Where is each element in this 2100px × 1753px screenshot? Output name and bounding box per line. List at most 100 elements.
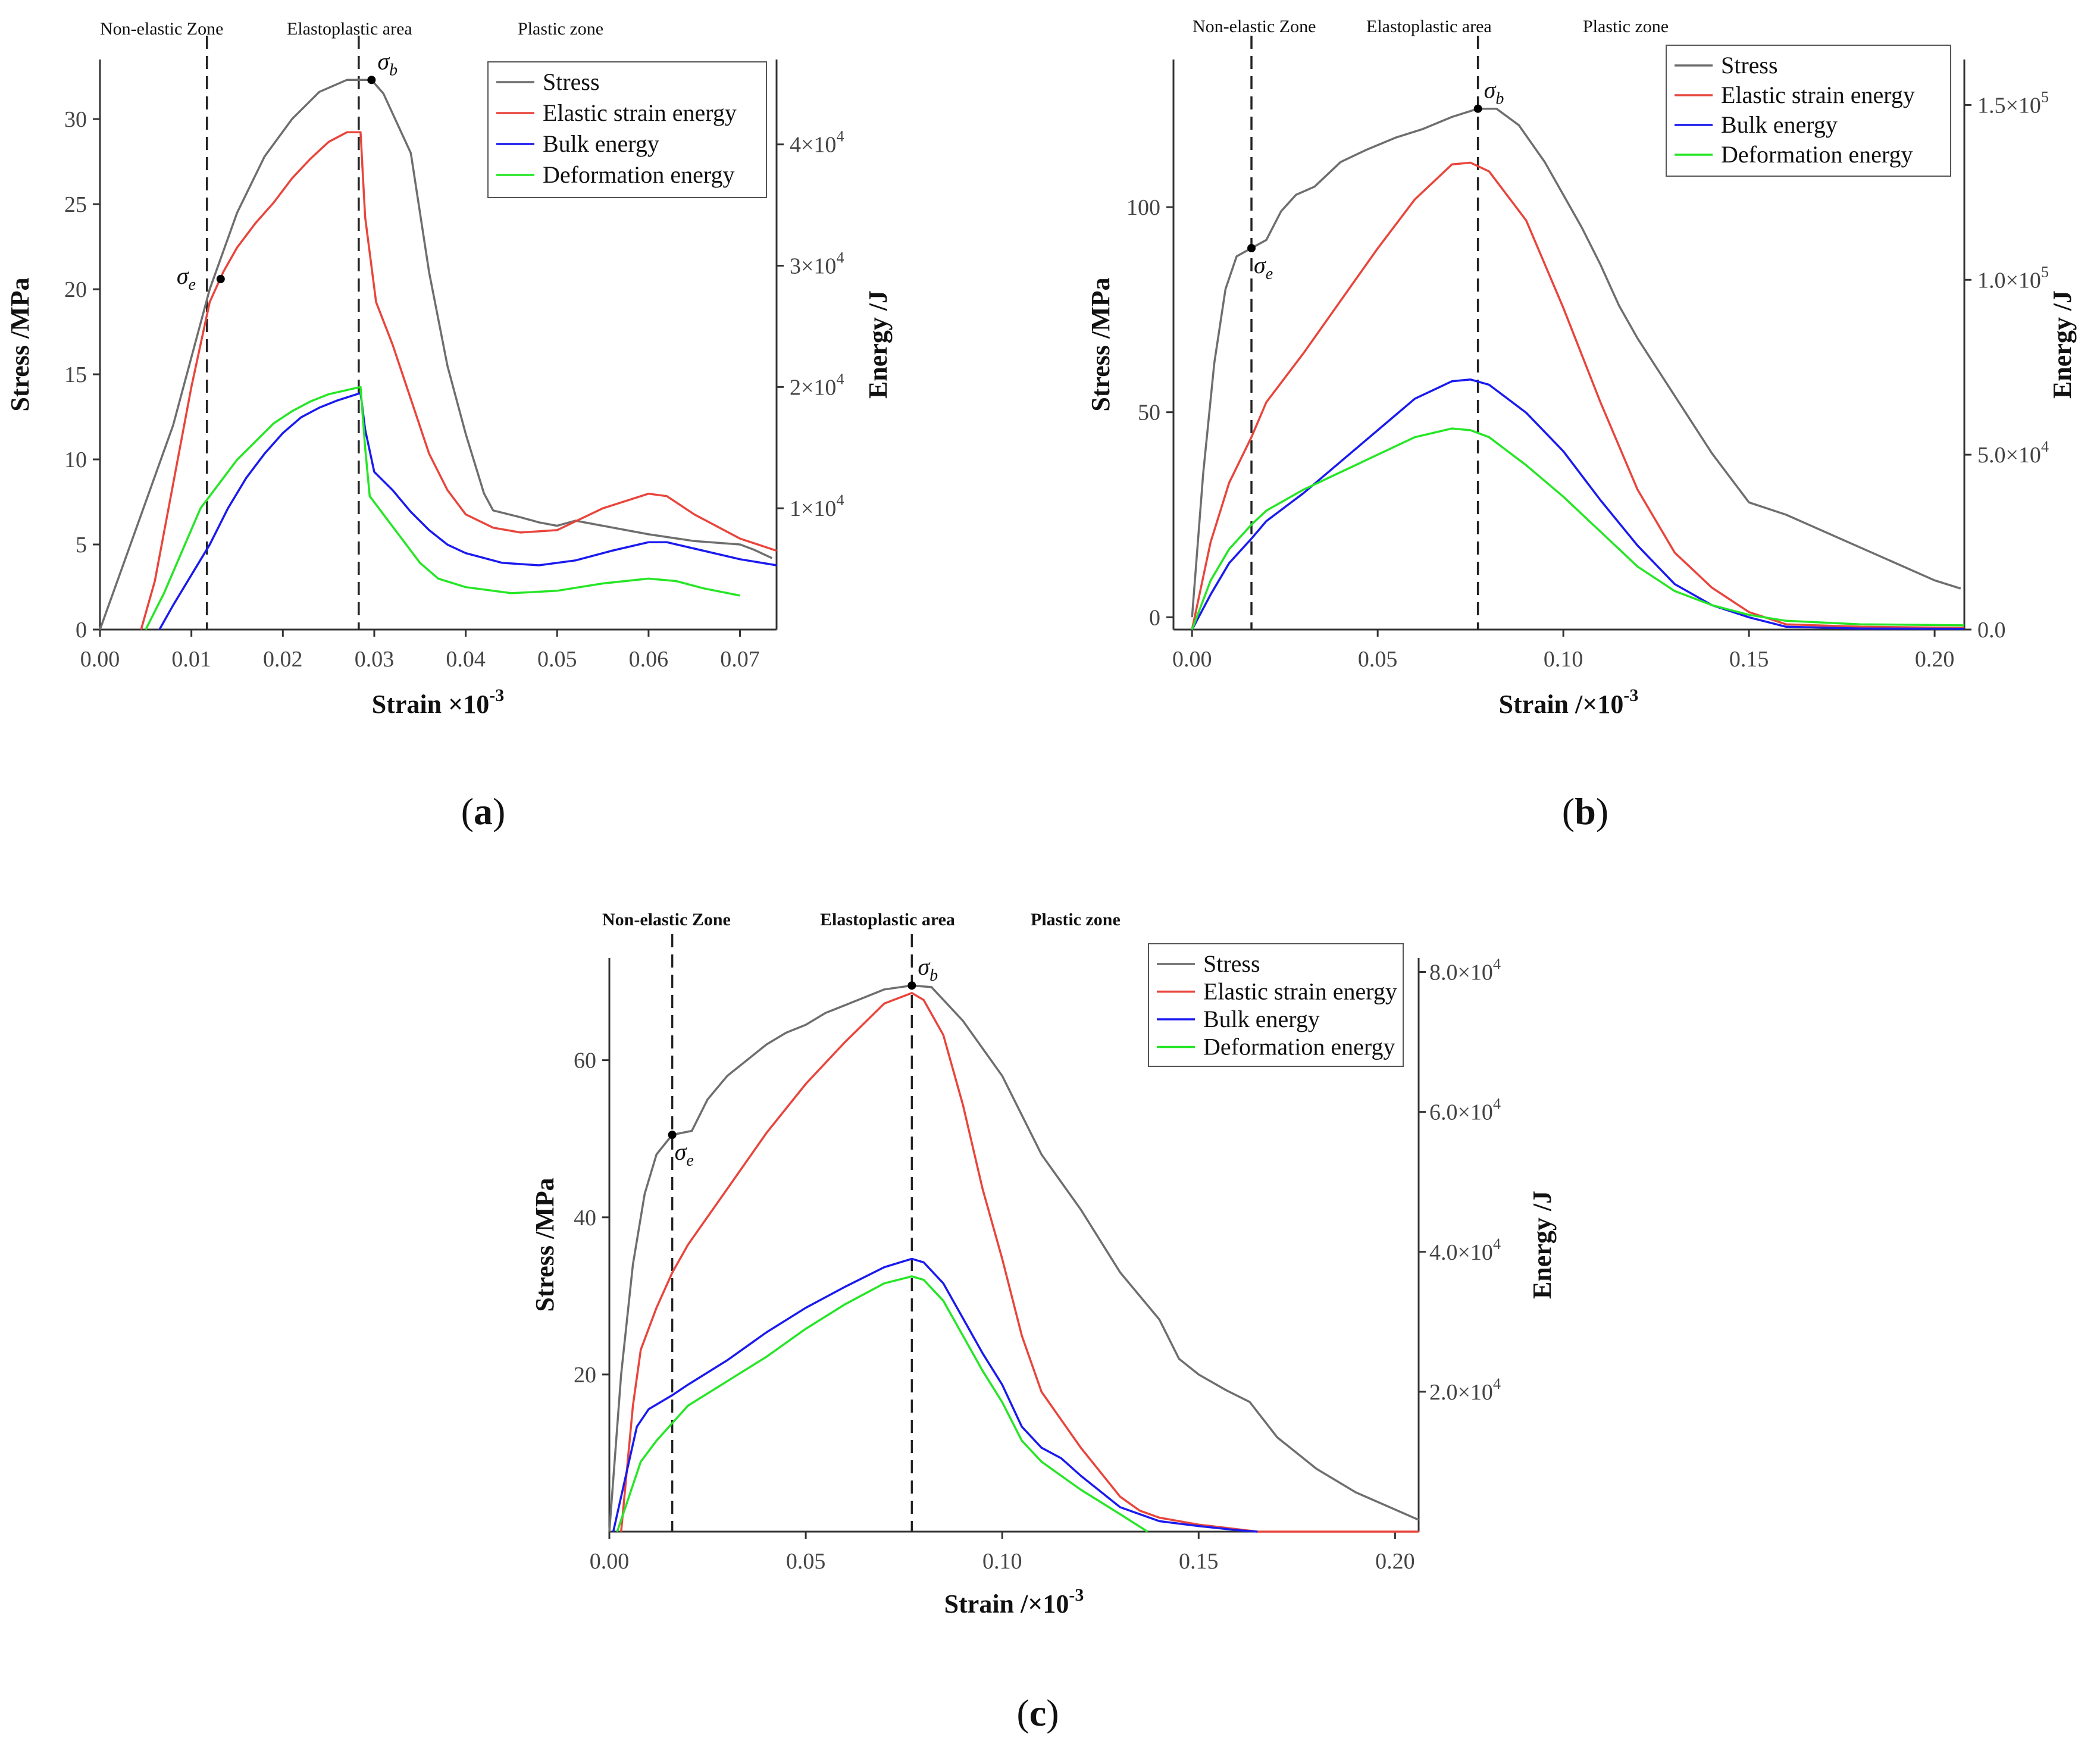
legend-label: Deformation energy xyxy=(1203,1034,1395,1060)
y-axis-left-label: Stress /MPa xyxy=(530,1178,559,1311)
zone-label: Elastoplastic area xyxy=(1366,17,1492,36)
marker-subscript: b xyxy=(1495,90,1504,108)
panel-paren-close: ) xyxy=(1596,790,1608,832)
y-left-tick-label: 40 xyxy=(574,1206,596,1231)
series-line-stress xyxy=(608,984,1419,1532)
y-left-tick-label: 20 xyxy=(64,277,87,302)
legend-label: Elastic strain energy xyxy=(1203,978,1397,1005)
y-right-tick-exponent: 5 xyxy=(2041,263,2049,280)
marker-symbol: σ xyxy=(377,48,390,74)
y-left-tick-label: 0 xyxy=(1149,605,1160,630)
zone-label: Non-elastic Zone xyxy=(602,910,731,929)
y-right-tick-mantissa: 2.0×10 xyxy=(1429,1380,1493,1405)
marker-subscript: b xyxy=(929,966,938,985)
y-right-tick-mantissa: 2×10 xyxy=(790,375,836,400)
y-right-tick-exponent: 4 xyxy=(836,249,844,267)
panel-paren-open: ( xyxy=(461,790,474,832)
x-tick-label: 0.00 xyxy=(80,647,120,672)
panel-label: (a) xyxy=(461,790,506,832)
y-right-tick-exponent: 4 xyxy=(836,492,844,509)
x-tick-label: 0.07 xyxy=(720,647,760,672)
x-tick-label: 0.20 xyxy=(1915,647,1955,672)
y-right-tick-mantissa: 5.0×10 xyxy=(1977,443,2041,468)
y-right-tick-label: 8.0×104 xyxy=(1429,956,1501,985)
panel-paren-close: ) xyxy=(1046,1692,1059,1734)
panel-paren-close: ) xyxy=(493,790,505,832)
marker-symbol: σ xyxy=(1484,77,1497,104)
y-right-tick-label: 2.0×104 xyxy=(1429,1375,1501,1405)
panel-letter: b xyxy=(1575,790,1596,832)
marker-point xyxy=(216,274,225,283)
marker-symbol: σ xyxy=(1254,252,1266,278)
series-line-stress xyxy=(99,79,773,630)
y-right-tick-label: 0.0 xyxy=(1977,618,2006,643)
y-right-tick-label: 6.0×104 xyxy=(1429,1095,1501,1125)
marker-label: σe xyxy=(675,1138,694,1170)
series-line-deformation-energy xyxy=(616,1275,1148,1533)
y-right-tick-label: 4.0×104 xyxy=(1429,1235,1501,1265)
x-axis-label: Strain ×10-3 xyxy=(372,685,504,719)
series-line-stress xyxy=(1191,107,1961,618)
legend-label: Stress xyxy=(1721,52,1778,79)
y-right-tick-label: 5.0×104 xyxy=(1977,438,2049,468)
marker-point xyxy=(668,1131,677,1140)
y-axis-left-label: Stress /MPa xyxy=(1086,277,1115,411)
series-line-bulk-energy xyxy=(612,1257,1258,1533)
y-left-tick-label: 15 xyxy=(64,362,87,387)
x-axis-label: Strain /×10-3 xyxy=(944,1585,1084,1619)
x-axis-label-main: Strain ×10 xyxy=(372,690,489,719)
chart-panel-a: 0.00 0.01 0.02 0.03 0.04 0.05 0.06 0.07 0 5 10 15 20… xyxy=(5,19,893,832)
series-line-elastic-strain-energy xyxy=(620,992,1419,1533)
y-right-tick-mantissa: 1.0×10 xyxy=(1977,268,2041,293)
marker-symbol: σ xyxy=(675,1138,687,1165)
x-tick-label: 0.03 xyxy=(355,647,395,672)
y-right-tick-exponent: 5 xyxy=(2041,88,2049,105)
y-right-tick-mantissa: 1×10 xyxy=(790,496,836,521)
x-tick-label: 0.05 xyxy=(537,647,577,672)
marker-subscript: b xyxy=(389,61,398,79)
x-tick-label: 0.06 xyxy=(629,647,669,672)
panel-label: (b) xyxy=(1562,790,1608,832)
zone-label: Non-elastic Zone xyxy=(1193,17,1316,36)
y-left-tick-label: 10 xyxy=(64,447,87,472)
y-right-tick-exponent: 4 xyxy=(1493,1095,1501,1113)
y-right-tick-label: 3×104 xyxy=(790,249,844,279)
legend-label: Deformation energy xyxy=(543,161,734,188)
y-right-tick-mantissa: 3×10 xyxy=(790,254,836,279)
series-line-bulk-energy xyxy=(158,392,777,630)
y-left-tick-label: 60 xyxy=(574,1048,596,1073)
zone-label: Plastic zone xyxy=(518,19,603,39)
y-right-tick-exponent: 4 xyxy=(836,370,844,387)
marker-symbol: σ xyxy=(177,262,189,289)
legend-label: Bulk energy xyxy=(1203,1006,1320,1032)
legend-label: Stress xyxy=(1203,950,1260,977)
y-axis-right-label: Energy /J xyxy=(1528,1191,1557,1299)
x-axis-label: Strain /×10-3 xyxy=(1499,685,1639,719)
legend-label: Elastic strain energy xyxy=(1721,82,1915,108)
marker-label: σb xyxy=(918,953,938,985)
marker-label: σe xyxy=(1254,252,1273,283)
panel-label: (c) xyxy=(1016,1692,1059,1734)
x-axis-label-main: Strain /×10 xyxy=(1499,690,1624,719)
series-line-elastic-strain-energy xyxy=(1191,161,1965,630)
y-right-tick-mantissa: 6.0×10 xyxy=(1429,1100,1493,1125)
y-right-tick-label: 4×104 xyxy=(790,128,844,158)
panel-paren-open: ( xyxy=(1562,790,1575,832)
y-right-tick-mantissa: 4×10 xyxy=(790,133,836,158)
y-right-tick-mantissa: 1.5×10 xyxy=(1977,93,2041,118)
y-left-tick-label: 5 xyxy=(76,533,87,558)
x-tick-label: 0.20 xyxy=(1375,1549,1415,1574)
y-right-tick-mantissa: 4.0×10 xyxy=(1429,1240,1493,1265)
y-left-tick-label: 50 xyxy=(1138,400,1160,425)
chart-panel-c: 0.00 0.05 0.10 0.15 0.202040602.0×1044.0×104… xyxy=(530,910,1557,1734)
x-tick-label: 0.01 xyxy=(171,647,211,672)
series-line-deformation-energy xyxy=(145,386,740,630)
y-right-tick-mantissa: 0.0 xyxy=(1977,618,2006,643)
x-tick-label: 0.15 xyxy=(1729,647,1769,672)
legend-label: Elastic strain energy xyxy=(543,99,737,126)
marker-point xyxy=(1247,244,1256,253)
y-left-tick-label: 25 xyxy=(64,192,87,217)
x-tick-label: 0.10 xyxy=(1544,647,1583,672)
y-left-tick-label: 20 xyxy=(574,1363,596,1388)
